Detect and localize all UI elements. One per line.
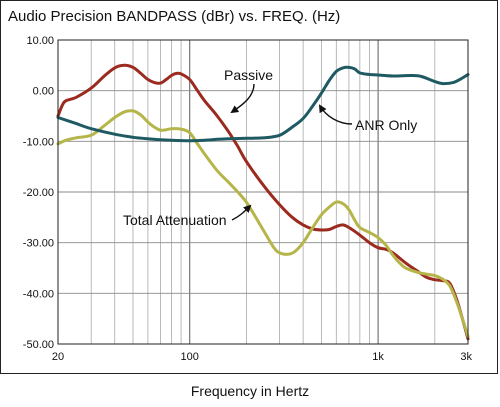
y-tick-label: -20.00: [23, 187, 54, 199]
chart-plot: 10.00 0.00 -10.00 -20.00 -30.00 -40.00 -50.002…: [23, 35, 473, 363]
chart-title: Audio Precision BANDPASS (dBr) vs. FREQ.…: [8, 8, 341, 25]
x-tick-label: 1k: [372, 351, 384, 363]
series-layer: [56, 63, 470, 341]
x-axis-label: Frequency in Hertz: [190, 383, 310, 399]
x-tick-label: 100: [181, 351, 199, 363]
y-tick-label: -40.00: [23, 288, 54, 300]
annotation-anr-only-arrow: [318, 104, 353, 125]
annotation-layer: Passive ANR Only Total Attenuation: [123, 67, 417, 228]
series-line-anr-only: [56, 65, 470, 143]
annotation-total-attenuation-label: Total Attenuation: [123, 212, 227, 228]
x-tick-label: 20: [52, 351, 64, 363]
chart-frame: [0, 0, 498, 374]
annotation-passive-arrow: [230, 83, 255, 114]
y-tick-label: 10.00: [26, 35, 54, 47]
grid-layer: [58, 40, 468, 344]
x-tick-label: 3k: [460, 351, 472, 363]
annotation-anr-only-label: ANR Only: [355, 117, 417, 133]
y-tick-label: -30.00: [23, 238, 54, 250]
y-tick-label: -10.00: [23, 136, 54, 148]
y-tick-label: -50.00: [23, 339, 54, 351]
series-line-passive: [56, 63, 470, 341]
annotation-total-attenuation-arrow: [231, 204, 252, 221]
plot-border: [57, 39, 469, 345]
tick-layer: 10.00 0.00 -10.00 -20.00 -30.00 -40.00 -50.002…: [23, 35, 473, 363]
series-line-total-attenuation: [56, 109, 470, 338]
annotation-passive-label: Passive: [224, 67, 273, 83]
y-tick-label: 0.00: [33, 86, 54, 98]
